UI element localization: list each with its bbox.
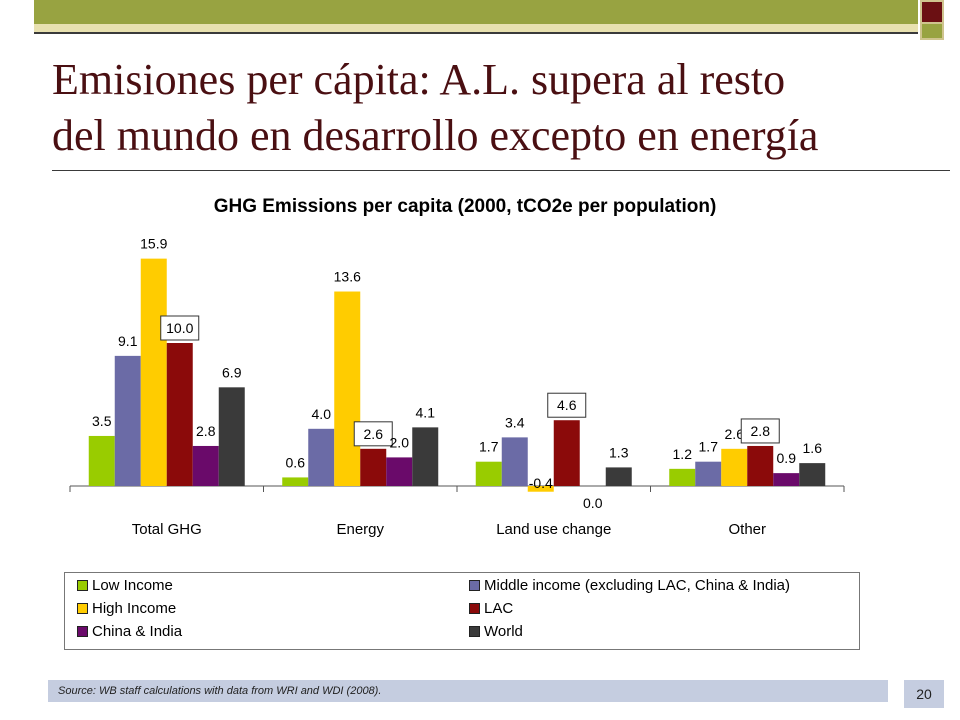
title-divider [52,170,950,171]
corner-decoration-top [920,0,944,24]
slide-title: Emisiones per cápita: A.L. supera al res… [52,52,932,164]
category-label: Energy [336,521,384,538]
data-label: 4.6 [557,397,577,413]
legend-item: World [469,623,523,640]
bar [88,435,115,486]
legend-label: World [484,623,523,640]
data-label: 15.9 [140,236,167,252]
legend-item: Middle income (excluding LAC, China & In… [469,577,790,594]
data-label: 0.6 [286,454,306,470]
data-label: 1.3 [609,444,629,460]
legend-item: High Income [77,600,176,617]
legend-item: Low Income [77,577,173,594]
data-label: 4.1 [416,404,436,420]
category-label: Other [728,521,766,538]
data-label: 0.0 [583,495,603,511]
chart-title: GHG Emissions per capita (2000, tCO2e pe… [214,196,717,217]
bar [140,258,167,486]
slide-title-line-1: Emisiones per cápita: A.L. supera al res… [52,55,786,104]
data-label: 6.9 [222,364,242,380]
data-label: 2.8 [751,423,771,439]
data-label: 1.7 [699,439,719,455]
ghg-bar-chart: GHG Emissions per capita (2000, tCO2e pe… [69,196,845,538]
bar [218,387,245,486]
legend-item: LAC [469,600,513,617]
data-label: 4.0 [312,406,332,422]
bar [669,468,696,486]
legend-label: High Income [92,600,177,617]
legend-label: China & India [92,623,183,640]
bar [412,427,439,486]
bar [501,437,528,486]
data-label-box [740,418,780,444]
chart-legend: Low Income Middle income (excluding LAC, … [64,572,860,650]
legend-swatch [469,580,480,591]
top-accent-bar [34,0,918,24]
legend-swatch [77,626,88,637]
bar [114,355,141,486]
bar [475,461,502,486]
bar [308,428,335,486]
legend-swatch [469,626,480,637]
data-label-box [160,315,200,341]
data-label: 2.0 [390,434,410,450]
data-label: 1.6 [803,440,823,456]
bar [747,445,774,486]
slide-title-line-2: del mundo en desarrollo excepto en energ… [52,111,819,160]
bar [553,420,580,486]
data-label-box [547,392,587,418]
data-label: 1.7 [479,439,499,455]
category-label: Total GHG [132,521,202,538]
data-label-box [353,421,393,447]
data-label: 0.9 [777,450,797,466]
data-label: 13.6 [334,269,361,285]
bar [721,448,748,486]
data-label: 2.8 [196,423,216,439]
bar [282,477,309,486]
page-number: 20 [904,680,944,708]
bar [773,473,800,486]
data-label: 1.2 [673,446,693,462]
bar [605,467,632,486]
legend-label: Low Income [92,577,173,594]
legend-item: China & India [77,623,182,640]
bar [192,445,219,486]
bar [799,463,826,486]
category-label: Land use change [496,521,611,538]
top-accent-line [34,24,918,34]
legend-swatch [469,603,480,614]
legend-label: Middle income (excluding LAC, China & In… [484,577,790,594]
data-label: 2.6 [725,426,745,442]
legend-swatch [77,580,88,591]
data-label: 3.5 [92,413,112,429]
bar [166,343,193,486]
data-label: 2.6 [364,426,384,442]
corner-decoration-bottom [920,24,944,40]
bar [527,486,554,492]
data-label: 9.1 [118,333,138,349]
data-label: 10.0 [166,320,193,336]
bar [360,448,387,486]
bar [695,461,722,486]
legend-swatch [77,603,88,614]
legend-label: LAC [484,600,514,617]
bar [386,457,413,486]
bar [334,291,361,486]
data-label: -0.4 [529,475,553,491]
source-note: Source: WB staff calculations with data … [48,680,888,702]
data-label: 3.4 [505,414,525,430]
